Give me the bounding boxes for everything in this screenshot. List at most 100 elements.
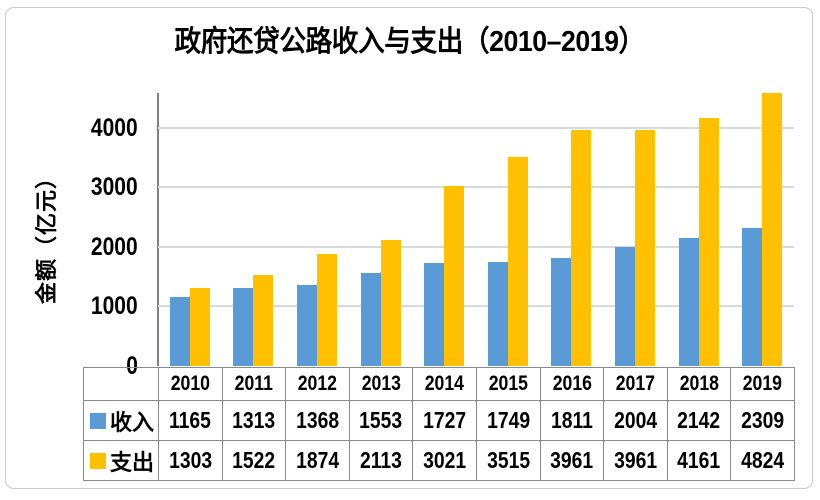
value-text: 2113 xyxy=(360,447,403,473)
value-text: 1313 xyxy=(232,407,276,433)
value-text: 3021 xyxy=(423,447,467,473)
value-cell-expense-2016: 3961 xyxy=(539,440,605,481)
value-cell-income-2014: 1727 xyxy=(412,400,477,441)
gridline-1000 xyxy=(158,305,794,308)
value-text: 3961 xyxy=(550,447,594,473)
bar-income-2014 xyxy=(424,263,445,366)
value-text: 2142 xyxy=(677,407,721,433)
value-cell-expense-2012: 1874 xyxy=(285,440,350,481)
bar-income-2017 xyxy=(615,246,635,366)
y-axis-line xyxy=(157,93,159,366)
bar-income-2010 xyxy=(169,296,190,366)
year-header-cell-2015: 2015 xyxy=(475,367,541,401)
year-header-text: 2016 xyxy=(552,372,592,395)
y-tick-text: 2000 xyxy=(91,232,138,261)
bar-expense-2018 xyxy=(698,118,719,366)
y-tick-label-3000: 3000 xyxy=(0,173,138,201)
value-text: 1522 xyxy=(232,447,276,473)
bar-expense-2014 xyxy=(444,185,465,366)
legend-label-income: 收入 xyxy=(110,409,155,435)
bar-expense-2015 xyxy=(507,156,528,366)
year-header-text: 2017 xyxy=(615,372,656,395)
value-cell-expense-2013: 2113 xyxy=(348,440,414,481)
legend-swatch-income-icon xyxy=(90,412,106,429)
y-tick-text: 0 xyxy=(126,352,138,380)
data-table: 2010 2011 2012 2013 2014 2015 2016 2017 2018 2019… xyxy=(83,367,795,481)
table-row-income: 收入 1165 1313 1368 1553 1727 1749 1811 2004 2142 23… xyxy=(83,400,795,441)
value-cell-income-2010: 1165 xyxy=(158,400,223,441)
year-header-cell-2010: 2010 xyxy=(158,367,223,401)
legend-cell-expense: 支出 xyxy=(83,440,159,481)
bar-income-2016 xyxy=(551,258,572,366)
bar-income-2018 xyxy=(678,238,699,366)
year-header-cell-2017: 2017 xyxy=(603,367,668,401)
value-text: 4161 xyxy=(677,447,721,473)
value-text: 4824 xyxy=(741,447,785,473)
bar-expense-2017 xyxy=(635,129,655,366)
year-header-text: 2014 xyxy=(425,372,465,395)
table-row-expense: 支出 1303 1522 1874 2113 3021 3515 3961 3961 4161 48… xyxy=(83,440,795,481)
value-text: 1727 xyxy=(423,407,467,433)
year-header-cell-2012: 2012 xyxy=(285,367,350,401)
value-text: 1303 xyxy=(168,447,212,473)
value-cell-income-2012: 1368 xyxy=(285,400,350,441)
value-cell-expense-2014: 3021 xyxy=(412,440,477,481)
value-text: 3515 xyxy=(486,447,530,473)
bar-expense-2013 xyxy=(380,240,401,366)
plot-area xyxy=(157,93,794,366)
y-tick-text: 3000 xyxy=(91,173,138,202)
year-header-cell-2018: 2018 xyxy=(666,367,732,401)
value-cell-income-2019: 2309 xyxy=(730,400,795,441)
y-tick-text: 4000 xyxy=(91,113,138,142)
value-cell-income-2016: 1811 xyxy=(539,400,605,441)
table-corner-cell xyxy=(83,367,159,401)
year-header-text: 2013 xyxy=(361,372,401,395)
year-header-cell-2011: 2011 xyxy=(221,367,287,401)
year-header-text: 2015 xyxy=(488,372,528,395)
year-header-text: 2018 xyxy=(679,372,719,395)
table-row-years: 2010 2011 2012 2013 2014 2015 2016 2017 2018 2019 xyxy=(83,367,795,401)
value-cell-expense-2015: 3515 xyxy=(475,440,541,481)
value-text: 1553 xyxy=(359,407,403,433)
y-tick-label-2000: 2000 xyxy=(0,233,138,261)
value-cell-expense-2010: 1303 xyxy=(158,440,223,481)
y-tick-label-0: 0 xyxy=(0,352,138,380)
bar-income-2012 xyxy=(297,284,317,366)
chart-title: 政府还贷公路收入与支出（2010–2019） xyxy=(0,26,820,59)
value-text: 2309 xyxy=(741,407,785,433)
bar-expense-2011 xyxy=(253,275,274,366)
legend-inner: 收入 xyxy=(85,405,158,437)
bar-income-2019 xyxy=(742,228,763,366)
value-text: 2004 xyxy=(613,407,657,433)
value-cell-income-2013: 1553 xyxy=(348,400,414,441)
legend-cell-income: 收入 xyxy=(83,400,159,441)
value-text: 1165 xyxy=(169,407,212,433)
y-tick-text: 1000 xyxy=(91,292,138,321)
year-header-cell-2016: 2016 xyxy=(539,367,605,401)
year-header-text: 2010 xyxy=(170,372,210,395)
value-cell-expense-2018: 4161 xyxy=(666,440,732,481)
value-text: 1749 xyxy=(486,407,530,433)
bar-expense-2019 xyxy=(762,93,783,366)
value-cell-income-2011: 1313 xyxy=(221,400,287,441)
value-text: 3961 xyxy=(613,447,657,473)
bar-expense-2012 xyxy=(317,254,337,366)
bar-income-2013 xyxy=(360,273,381,366)
gridline-2000 xyxy=(158,245,794,248)
value-text: 1874 xyxy=(295,447,339,473)
year-header-cell-2019: 2019 xyxy=(730,367,795,401)
year-header-text: 2011 xyxy=(234,372,274,395)
value-cell-expense-2011: 1522 xyxy=(221,440,287,481)
bar-income-2011 xyxy=(233,287,254,366)
value-text: 1811 xyxy=(550,407,593,433)
gridline-3000 xyxy=(158,186,794,189)
chart-title-text: 政府还贷公路收入与支出（2010–2019） xyxy=(174,26,646,58)
y-tick-label-1000: 1000 xyxy=(0,292,138,320)
value-cell-income-2018: 2142 xyxy=(666,400,732,441)
y-tick-label-4000: 4000 xyxy=(0,114,138,142)
value-cell-expense-2017: 3961 xyxy=(603,440,668,481)
value-text: 1368 xyxy=(295,407,339,433)
gridline-4000 xyxy=(158,126,794,129)
year-header-cell-2013: 2013 xyxy=(348,367,414,401)
